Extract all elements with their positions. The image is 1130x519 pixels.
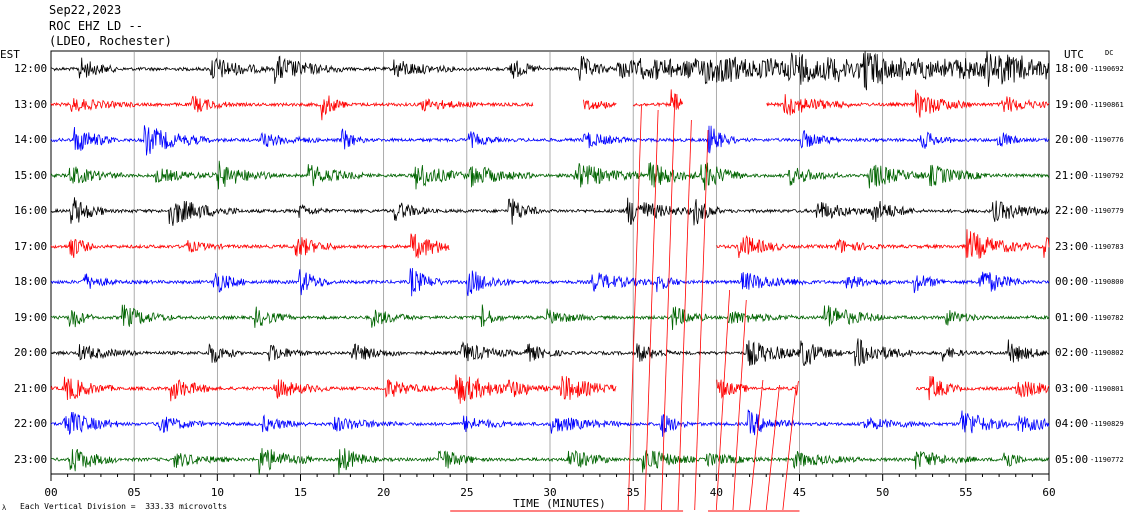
row-local-time: 19:00 [14, 310, 48, 324]
x-tick-label: 00 [44, 486, 58, 499]
left-zone-label: EST [0, 48, 20, 61]
trace-row-1300 [50, 89, 1050, 121]
trace-row-1500 [50, 160, 1050, 191]
x-tick-label: 40 [709, 486, 723, 499]
row-utc-time: 03:00 [1055, 381, 1089, 395]
row-local-time: 16:00 [14, 204, 48, 217]
station-label: ROC EHZ LD -- [49, 19, 143, 33]
x-tick-label: 35 [626, 486, 640, 499]
row-local-time: 20:00 [14, 346, 48, 359]
row-utc-time: 01:00 [1055, 310, 1089, 324]
row-local-time: 15:00 [14, 168, 48, 182]
row-local-time: 12:00 [14, 62, 48, 75]
row-dc-offset: -1190802 [1090, 349, 1124, 357]
x-tick-label: 50 [876, 486, 890, 499]
x-tick-label: 25 [460, 486, 474, 499]
x-tick-label: 45 [792, 486, 807, 499]
x-tick-label: 20 [377, 486, 391, 499]
row-dc-offset: -1190692 [1090, 65, 1124, 73]
x-tick-label: 30 [543, 486, 557, 499]
row-dc-offset: -1190861 [1090, 100, 1124, 109]
trace-row-2300 [50, 448, 1050, 475]
row-utc-time: 21:00 [1055, 168, 1089, 182]
footer-note: Each Vertical Division = 333.33 microvol… [20, 502, 228, 511]
x-tick-label: 55 [959, 486, 973, 499]
event-marker-line [749, 379, 764, 511]
row-utc-time: 23:00 [1055, 239, 1089, 253]
row-utc-time: 05:00 [1055, 452, 1089, 466]
x-tick-label: 60 [1042, 486, 1056, 499]
date-label: Sep22,2023 [49, 3, 122, 17]
row-utc-time: 18:00 [1055, 62, 1089, 75]
event-marker-line [694, 129, 709, 511]
row-utc-time: 02:00 [1055, 346, 1089, 359]
footer-mark: λ [2, 504, 7, 512]
row-dc-offset: -1190772 [1090, 455, 1124, 464]
event-marker-line [677, 119, 692, 511]
dc-header-label: DC [1105, 49, 1114, 57]
event-marker-line [765, 384, 780, 511]
row-utc-time: 22:00 [1055, 204, 1089, 217]
row-local-time: 17:00 [14, 239, 48, 253]
trace-row-1600 [51, 197, 1050, 226]
trace-row-1800 [50, 267, 1050, 297]
row-local-time: 18:00 [14, 275, 48, 288]
row-dc-offset: -1190792 [1090, 171, 1124, 180]
row-dc-offset: -1190829 [1090, 420, 1124, 428]
trace-row-2100 [50, 374, 1050, 404]
row-dc-offset: -1190783 [1090, 242, 1124, 251]
row-utc-time: 20:00 [1055, 133, 1089, 146]
row-utc-time: 00:00 [1055, 275, 1089, 288]
trace-row-1700 [50, 229, 1050, 259]
row-local-time: 21:00 [14, 381, 48, 395]
trace-row-2000 [50, 338, 1050, 367]
trace-row-2200 [50, 409, 1050, 437]
row-utc-time: 19:00 [1055, 97, 1089, 111]
trace-row-1200 [50, 50, 1050, 91]
event-marker-line [782, 384, 797, 511]
event-marker-line [732, 299, 747, 511]
x-tick-label: 10 [210, 486, 224, 499]
location-label: (LDEO, Rochester) [49, 34, 172, 48]
row-dc-offset: -1190779 [1090, 207, 1124, 215]
event-marker-line [644, 109, 659, 511]
row-dc-offset: -1190801 [1090, 384, 1124, 393]
row-utc-time: 04:00 [1055, 417, 1089, 430]
event-marker-line [661, 99, 676, 511]
row-local-time: 23:00 [14, 452, 48, 466]
event-marker-line [715, 289, 731, 511]
row-dc-offset: -1190800 [1090, 278, 1124, 286]
row-local-time: 13:00 [14, 97, 48, 111]
event-marker-line [627, 104, 642, 511]
x-tick-label: 05 [127, 486, 141, 499]
x-axis-title: TIME (MINUTES) [513, 497, 606, 510]
row-dc-offset: -1190782 [1090, 313, 1124, 322]
x-tick-label: 15 [293, 486, 308, 499]
row-local-time: 22:00 [14, 417, 48, 430]
row-dc-offset: -1190776 [1090, 136, 1124, 144]
trace-row-1400 [50, 125, 1050, 156]
right-zone-label: UTC [1064, 48, 1084, 61]
row-local-time: 14:00 [14, 133, 48, 146]
trace-row-1900 [50, 304, 1050, 331]
